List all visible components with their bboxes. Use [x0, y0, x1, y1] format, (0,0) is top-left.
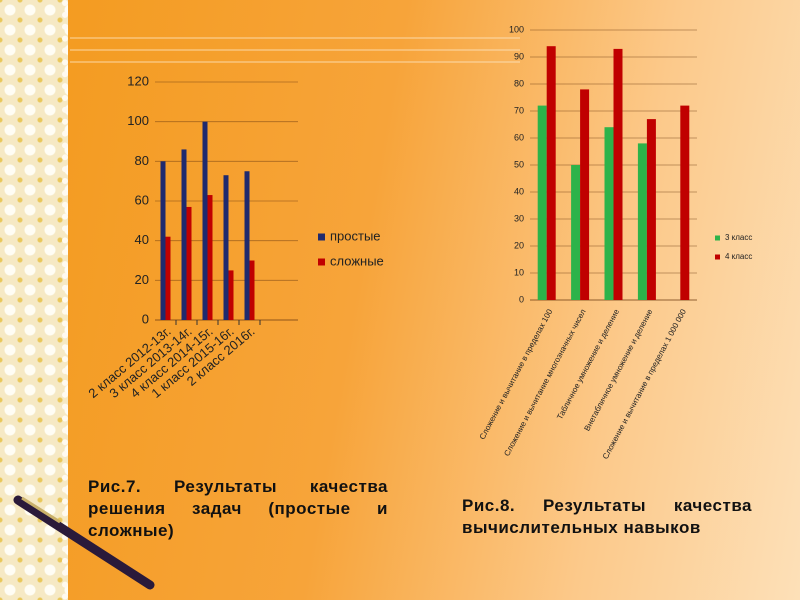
y-tick-label: 90 [514, 51, 524, 61]
bar [181, 149, 187, 320]
x-tick-label: Табличное умножение и деление [555, 307, 621, 421]
bar [571, 165, 581, 300]
bar [165, 236, 171, 320]
caption: Рис.7. Результаты качества решения задач… [88, 477, 388, 540]
bar [202, 121, 208, 321]
legend-swatch [318, 233, 325, 241]
legend-swatch [715, 254, 720, 260]
bar [537, 105, 547, 300]
lace-border [0, 0, 68, 600]
bar [228, 270, 234, 320]
legend-swatch [715, 235, 720, 241]
bar [207, 195, 213, 320]
y-tick-label: 0 [142, 311, 149, 326]
caption: Рис.8. Результаты качества вычислительны… [462, 496, 752, 537]
y-tick-label: 40 [514, 186, 524, 196]
y-tick-label: 120 [127, 73, 149, 88]
bar [580, 89, 590, 301]
x-tick-label: Внетабличное умножение и деление [582, 307, 654, 432]
y-tick-label: 60 [135, 192, 149, 207]
legend-swatch [318, 258, 325, 266]
bar [646, 119, 656, 300]
y-tick-label: 80 [135, 153, 149, 168]
y-tick-label: 100 [509, 24, 524, 34]
y-tick-label: 60 [514, 132, 524, 142]
bar [244, 171, 250, 320]
y-tick-label: 80 [514, 78, 524, 88]
bar [160, 161, 166, 320]
y-tick-label: 30 [514, 213, 524, 223]
legend-label: простые [330, 228, 381, 243]
legend-label: сложные [330, 253, 384, 268]
x-tick-label: Сложение и вычитание в пределах 100 [478, 307, 555, 441]
pen [13, 495, 155, 590]
bar [604, 127, 614, 300]
bar [546, 46, 556, 301]
y-tick-label: 10 [514, 267, 524, 277]
legend-label: 3 класс [725, 233, 752, 242]
y-tick-label: 70 [514, 105, 524, 115]
y-tick-label: 20 [514, 240, 524, 250]
y-tick-label: 100 [127, 113, 149, 128]
y-tick-label: 20 [135, 272, 149, 287]
bar [186, 206, 192, 320]
bar [613, 48, 623, 301]
legend-label: 4 класс [725, 252, 752, 261]
bar [680, 105, 690, 300]
bar [223, 175, 229, 320]
bar [637, 143, 647, 300]
y-tick-label: 40 [135, 232, 149, 247]
y-tick-label: 50 [514, 159, 524, 169]
y-tick-label: 0 [519, 294, 524, 304]
bar [249, 260, 255, 320]
decor-lines [70, 37, 520, 63]
